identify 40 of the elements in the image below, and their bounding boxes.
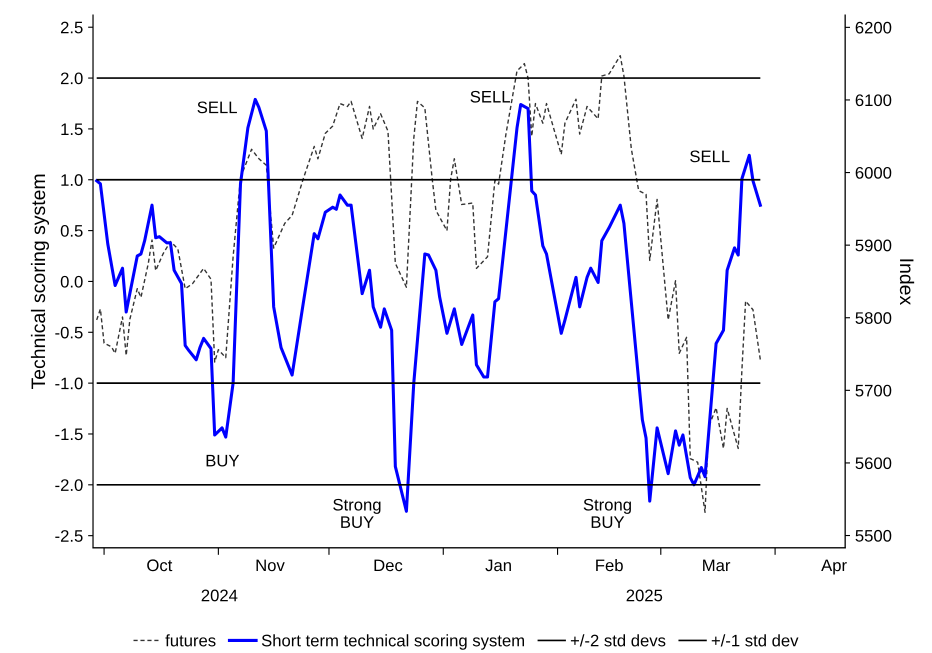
x-tick-label: Apr — [821, 560, 847, 575]
annotation: Strong BUY — [333, 498, 380, 528]
y2-tick-label: 5700 — [856, 384, 892, 397]
y2-tick-label: 5600 — [856, 457, 892, 470]
y2-axis-title: Index — [900, 259, 914, 306]
legend-label: futures — [165, 634, 216, 646]
y2-tick-label: 5500 — [856, 530, 892, 542]
y-tick-label: 1.0 — [61, 174, 83, 186]
y-tick-label: -1.5 — [55, 428, 83, 440]
y-tick-label: 2.0 — [60, 72, 83, 84]
x-tick-label: Mar — [703, 560, 730, 572]
x-tick-label: Oct — [147, 559, 172, 572]
legend-label: +/-1 std dev — [712, 634, 798, 646]
y-tick-label: -2.5 — [55, 530, 83, 542]
annotation: Strong BUY — [584, 498, 631, 528]
annotation: SELL — [197, 101, 237, 114]
annotation: BUY — [206, 454, 240, 467]
legend-label: +/-2 std devs — [570, 634, 666, 646]
y-tick-label: 0.5 — [60, 225, 83, 237]
x-tick-label: Dec — [374, 560, 402, 572]
y-axis-title: Technical scoring system — [30, 174, 50, 390]
y-tick-label: -0.5 — [55, 326, 83, 338]
annotation: SELL — [470, 90, 510, 103]
y-tick-label: 2.5 — [60, 22, 83, 34]
y2-tick-label: 6200 — [856, 22, 892, 34]
y2-tick-label: 6000 — [856, 166, 892, 179]
legend-label: Short term technical scoring system — [262, 634, 524, 650]
text: 2024 — [202, 590, 238, 602]
x-tick-label: Nov — [256, 560, 285, 572]
y2-tick-label: 5800 — [856, 312, 892, 324]
y-tick-label: -1.0 — [55, 378, 83, 390]
y2-tick-label: 6100 — [856, 94, 892, 106]
text: 2025 — [626, 590, 662, 602]
x-tick-label: Jan — [485, 560, 511, 572]
annotation: SELL — [690, 150, 730, 162]
y-tick-label: 0.0 — [60, 276, 83, 288]
y-tick-label: -2.0 — [55, 479, 83, 492]
x-tick-label: Feb — [596, 558, 623, 572]
y2-tick-label: 5900 — [856, 240, 892, 252]
y-tick-label: 1.5 — [61, 123, 83, 136]
